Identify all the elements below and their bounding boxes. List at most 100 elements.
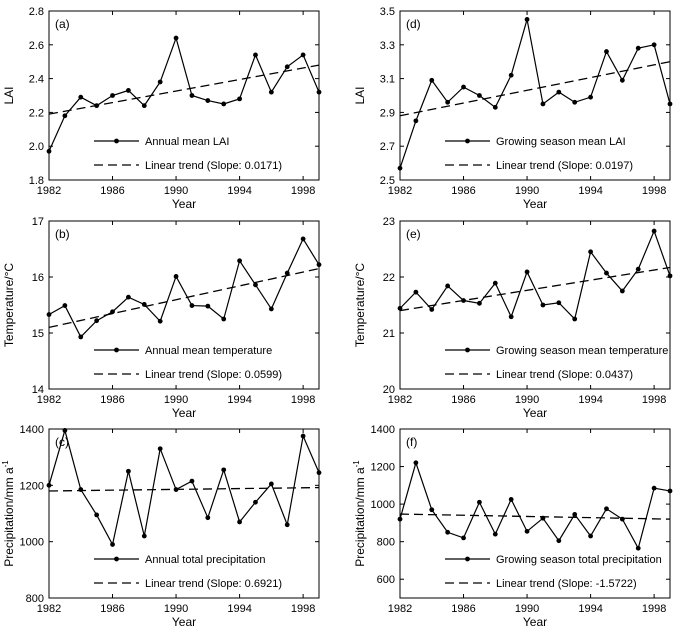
data-point (126, 294, 131, 300)
data-point (141, 302, 147, 307)
data-point (46, 148, 52, 154)
data-point (173, 274, 179, 279)
y-tick-label: 14 (32, 384, 44, 396)
data-point (110, 542, 115, 547)
legend-label: Annual mean LAI (145, 136, 229, 148)
panel-label: (f) (406, 435, 417, 449)
data-point (635, 266, 641, 272)
data-point (268, 89, 274, 95)
y-tick-label: 2.4 (29, 74, 44, 86)
legend-swatch-marker (114, 556, 119, 562)
y-tick-label: 3.5 (380, 6, 395, 18)
data-point (126, 468, 131, 474)
x-tick-label: 1994 (227, 185, 251, 197)
chart-panel-4: 20 21 22 23 1982 1986 1990 1994 1998 Year Temperat… (353, 216, 673, 420)
y-tick-label: 1200 (20, 480, 44, 492)
data-point (651, 42, 657, 48)
chart-panel-5: 800 1000 1200 1400 1982 1986 1990 1994 1998 Year P… (1, 424, 322, 629)
data-point (445, 99, 451, 105)
y-tick-label: 1400 (371, 424, 395, 436)
y-tick-label: 600 (377, 574, 395, 586)
data-point (635, 45, 641, 51)
x-axis-label: Year (523, 615, 547, 629)
data-point (524, 269, 530, 275)
legend-label: Linear trend (Slope: -1.5722) (496, 578, 637, 590)
data-point (492, 280, 498, 286)
legend-swatch-marker (465, 556, 470, 562)
data-point (572, 99, 578, 105)
data-point (604, 270, 609, 276)
data-point (300, 52, 306, 58)
data-point (316, 89, 322, 95)
data-point (619, 77, 625, 83)
data-point (316, 262, 322, 268)
data-point (461, 535, 466, 541)
y-tick-label: 3.3 (380, 40, 395, 52)
data-point (477, 499, 482, 505)
x-axis-label: Year (172, 406, 196, 420)
x-tick-label: 1994 (578, 394, 602, 406)
data-point (667, 101, 673, 107)
data-point (604, 49, 609, 54)
panel-label: (d) (406, 17, 421, 31)
x-tick-label: 1982 (37, 603, 61, 615)
data-point (413, 289, 419, 295)
x-tick-label: 1990 (164, 185, 188, 197)
data-point (397, 516, 403, 522)
trend-line (48, 64, 320, 115)
data-point (126, 88, 131, 93)
data-point (221, 316, 227, 322)
data-point (445, 283, 451, 289)
x-tick-label: 1982 (37, 185, 61, 197)
panel-label: (a) (55, 17, 70, 31)
data-point (221, 101, 227, 107)
series-line (399, 19, 671, 169)
chart-panel-1: 1.8 2.0 2.2 2.4 2.6 2.8 1982 1986 1990 1994 1998 Ye… (2, 6, 322, 211)
data-point (556, 538, 562, 544)
y-tick-label: 800 (377, 537, 395, 549)
data-point (300, 236, 306, 242)
data-point (477, 300, 482, 306)
data-point (556, 89, 562, 95)
y-axis-label: LAI (2, 86, 16, 104)
y-tick-label: 800 (26, 593, 44, 605)
x-tick-label: 1990 (515, 603, 539, 615)
trend-line (399, 61, 671, 117)
data-point (268, 481, 274, 487)
data-point (157, 318, 163, 324)
data-point (540, 302, 546, 308)
plot-frame (48, 10, 320, 181)
data-point (205, 98, 211, 103)
plot-frame (48, 428, 320, 599)
x-axis-label: Year (523, 406, 547, 420)
y-axis-label-superscript: -1 (352, 460, 361, 468)
x-tick-label: 1994 (227, 394, 251, 406)
y-tick-label: 1000 (371, 499, 395, 511)
data-point (189, 478, 195, 484)
plot-frame (48, 220, 320, 390)
data-point (429, 507, 435, 513)
data-point (94, 318, 100, 324)
series-line (48, 237, 320, 338)
legend-label: Growing season mean LAI (496, 136, 626, 148)
y-axis-label-superscript: -1 (1, 460, 10, 468)
data-point (635, 545, 641, 551)
data-point (524, 528, 530, 534)
y-tick-label: 3.1 (380, 74, 395, 86)
y-tick-label: 17 (32, 216, 44, 228)
data-point (572, 512, 578, 517)
x-tick-label: 1982 (37, 394, 61, 406)
trend-line (399, 266, 671, 312)
legend-label: Linear trend (Slope: 0.6921) (145, 578, 282, 590)
plot-frame (399, 220, 671, 390)
data-point (205, 303, 211, 309)
data-point (62, 428, 68, 433)
data-point (445, 529, 451, 535)
panel-label: (e) (406, 227, 421, 241)
data-point (508, 497, 514, 502)
x-tick-label: 1998 (291, 603, 315, 615)
series-line (399, 229, 671, 321)
y-axis-label: Precipitation/mm a-1 (1, 460, 16, 567)
data-point (413, 118, 419, 124)
